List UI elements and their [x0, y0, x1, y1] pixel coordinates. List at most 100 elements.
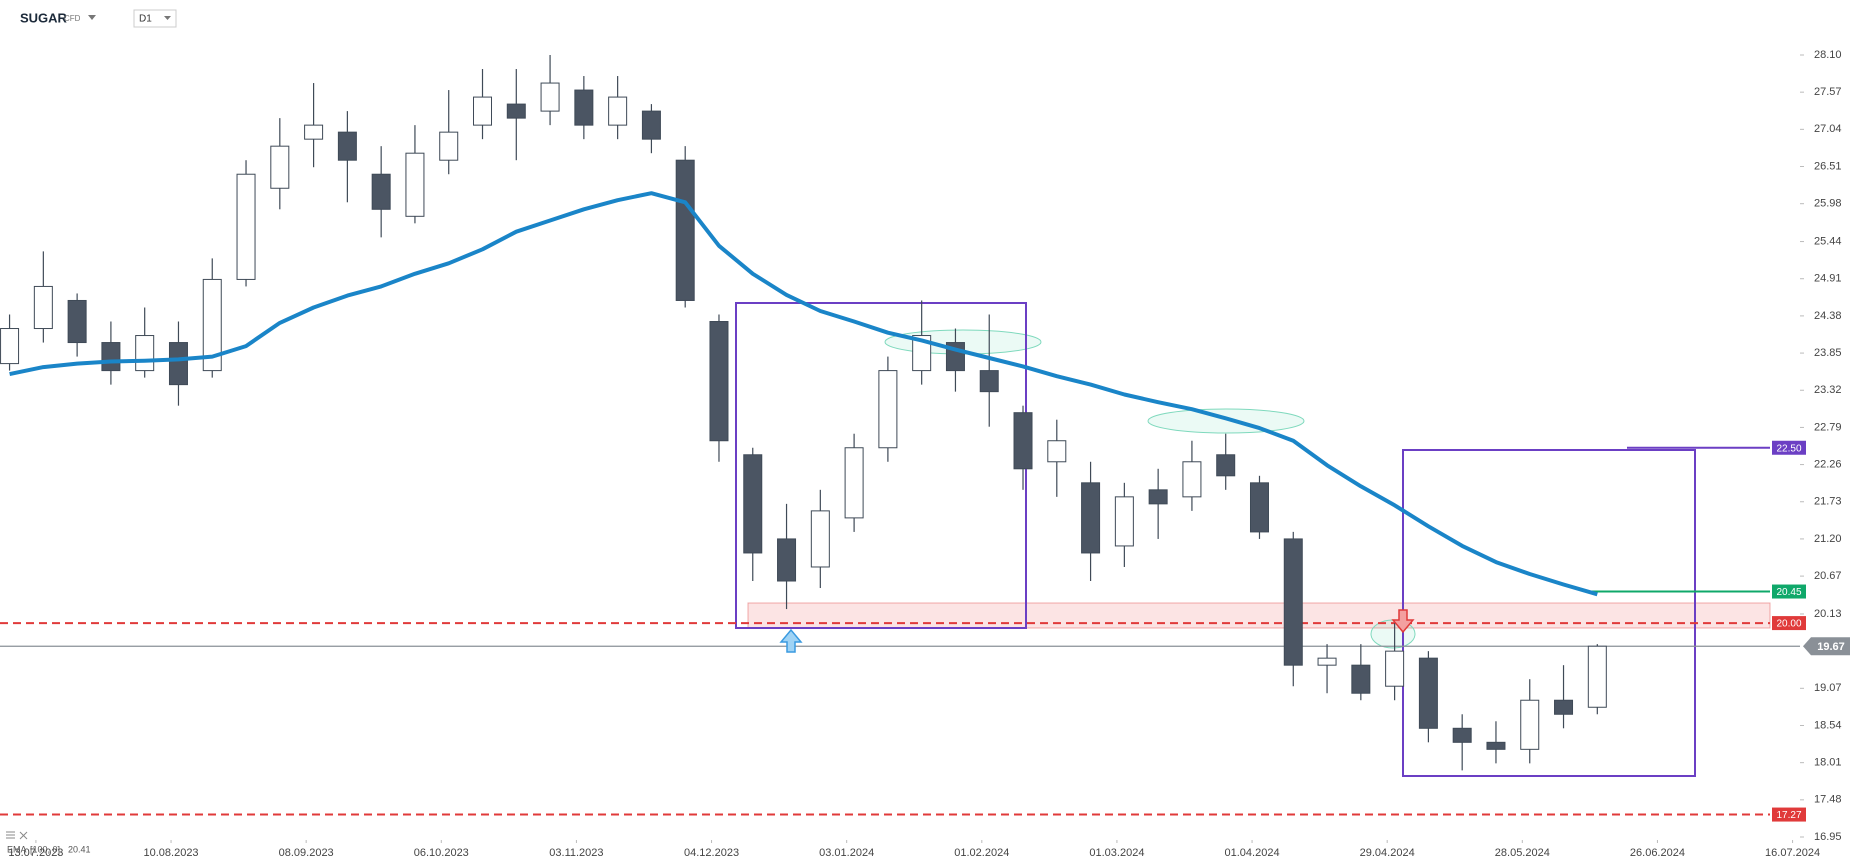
candle-body — [1452, 727, 1472, 743]
candle-body — [844, 447, 864, 519]
y-tick-label: 27.57 — [1814, 86, 1842, 98]
candle-body — [979, 370, 999, 393]
indicator-name: EMA — [7, 844, 27, 854]
candle-body — [1047, 440, 1067, 463]
highlight-ellipse — [1147, 408, 1305, 434]
sell-arrow — [1391, 609, 1415, 634]
candle-body — [0, 328, 20, 365]
y-tick-label: 22.26 — [1814, 458, 1842, 470]
y-tick-label: 22.79 — [1814, 421, 1842, 433]
y-tick-label: 21.73 — [1814, 496, 1842, 508]
x-tick-label: 28.05.2024 — [1495, 847, 1550, 859]
y-tick-label: 24.38 — [1814, 310, 1842, 322]
candle-body — [1486, 741, 1506, 750]
y-tick-label: 26.51 — [1814, 160, 1842, 172]
candle-body — [912, 335, 932, 372]
y-tick-label: 18.54 — [1814, 719, 1842, 731]
candle-body — [168, 342, 188, 386]
candle-body — [540, 82, 560, 112]
candle-body — [675, 159, 695, 301]
x-tick-label: 06.10.2023 — [414, 847, 469, 859]
level-label: 17.27 — [1776, 810, 1801, 821]
y-tick-label: 25.98 — [1814, 198, 1842, 210]
y-tick-label: 17.48 — [1814, 794, 1842, 806]
level-label-box — [1772, 584, 1806, 599]
x-tick-label: 16.07.2024 — [1765, 847, 1820, 859]
candle-body — [304, 124, 324, 140]
candle-body — [101, 342, 121, 372]
candle-body — [1114, 496, 1134, 547]
candle-body — [878, 370, 898, 449]
x-tick-label: 04.12.2023 — [684, 847, 739, 859]
x-tick-label: 01.02.2024 — [954, 847, 1009, 859]
ema-line — [9, 191, 1598, 597]
x-tick-label: 08.09.2023 — [279, 847, 334, 859]
indicator-value: 20.41 — [68, 844, 91, 854]
y-tick-label: 16.95 — [1814, 831, 1842, 843]
candle-body — [1351, 664, 1371, 694]
buy-arrow — [779, 628, 803, 653]
x-tick-label: 01.04.2024 — [1225, 847, 1280, 859]
candle-body — [1520, 699, 1540, 750]
y-tick-label: 23.32 — [1814, 384, 1842, 396]
symbol-dropdown[interactable] — [88, 15, 96, 20]
candle-body — [202, 278, 222, 372]
last-price-tag — [1803, 637, 1850, 656]
candle-body — [1182, 461, 1202, 498]
timeframe-dropdown[interactable] — [164, 16, 171, 20]
y-tick-label: 20.67 — [1814, 570, 1842, 582]
candle-body — [236, 173, 256, 280]
level-label-box — [1772, 616, 1806, 631]
x-tick-label: 29.04.2024 — [1360, 847, 1415, 859]
level-label-box — [1772, 440, 1806, 455]
indicator-icon[interactable] — [6, 831, 28, 840]
timeframe[interactable]: D1 — [139, 14, 152, 25]
candle-body — [439, 131, 459, 161]
candle-body — [1418, 657, 1438, 729]
x-tick-label: 03.01.2024 — [819, 847, 874, 859]
candle-body — [371, 173, 391, 210]
candle-body — [1013, 412, 1033, 470]
candle-body — [574, 89, 594, 126]
level-label: 20.00 — [1776, 619, 1801, 630]
candle-body — [337, 131, 357, 161]
x-tick-label: 01.03.2024 — [1089, 847, 1144, 859]
candle-body — [777, 538, 797, 582]
y-tick-label: 19.07 — [1814, 682, 1842, 694]
candle-body — [135, 335, 155, 372]
y-tick-label: 18.01 — [1814, 757, 1842, 769]
x-tick-label: 13.07.2023 — [8, 847, 63, 859]
last-price-label: 19.67 — [1817, 641, 1845, 653]
candle-body — [473, 96, 493, 126]
candle-body — [1081, 482, 1101, 554]
symbol[interactable]: SUGAR — [20, 10, 68, 25]
candle-body — [1148, 489, 1168, 505]
y-tick-label: 27.04 — [1814, 123, 1842, 135]
y-tick-label: 23.85 — [1814, 347, 1842, 359]
y-tick-label: 24.91 — [1814, 273, 1842, 285]
instrument: CFD — [64, 14, 81, 23]
y-tick-label: 25.44 — [1814, 235, 1842, 247]
candle-body — [1249, 482, 1269, 533]
candle-body — [506, 103, 526, 119]
candle-body — [608, 96, 628, 126]
level-label: 20.45 — [1776, 587, 1801, 598]
candle-body — [1216, 454, 1236, 477]
y-tick-label: 21.20 — [1814, 533, 1842, 545]
x-tick-label: 10.08.2023 — [144, 847, 199, 859]
timeframe-box[interactable] — [133, 9, 177, 28]
candle-body — [743, 454, 763, 554]
y-tick-label: 20.13 — [1814, 608, 1842, 620]
candle-body — [641, 110, 661, 140]
y-tick-label: 28.10 — [1814, 49, 1842, 61]
x-tick-label: 03.11.2023 — [549, 847, 603, 859]
indicator-params: [100, 0] — [30, 844, 60, 854]
candle-body — [709, 321, 729, 442]
candle-body — [33, 285, 53, 330]
candle-body — [810, 510, 830, 568]
candle-body — [1283, 538, 1303, 666]
level-label: 22.50 — [1776, 443, 1801, 454]
candle-body — [1554, 699, 1574, 715]
